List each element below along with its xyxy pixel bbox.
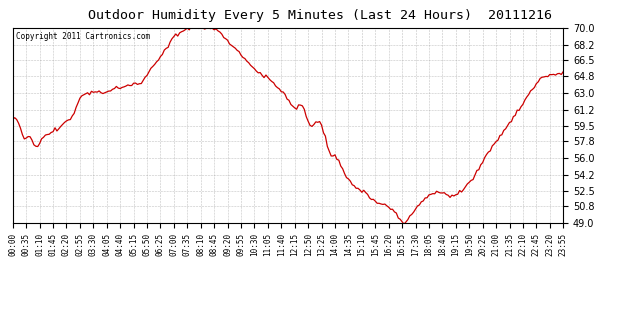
Text: Copyright 2011 Cartronics.com: Copyright 2011 Cartronics.com [15,32,150,41]
Text: Outdoor Humidity Every 5 Minutes (Last 24 Hours)  20111216: Outdoor Humidity Every 5 Minutes (Last 2… [88,9,552,22]
